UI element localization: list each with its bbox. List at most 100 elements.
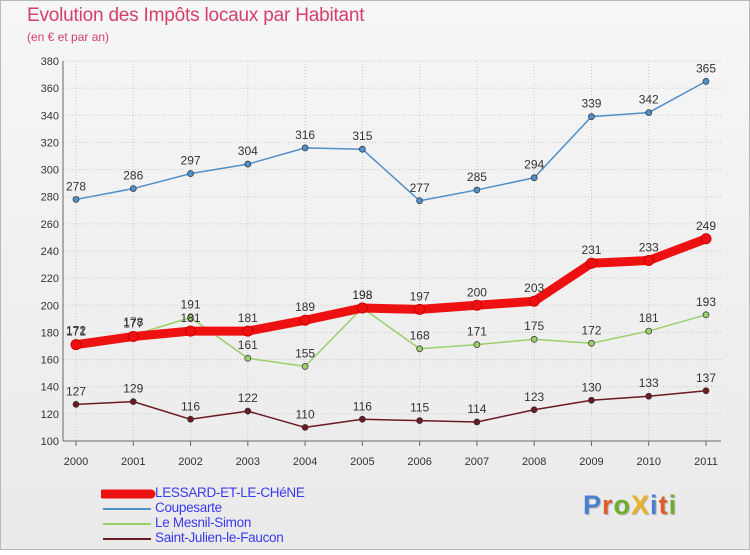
data-point-coupesarte: [244, 160, 252, 168]
data-point-le-mesnil-simon: [530, 335, 538, 343]
data-point-lessard-et-le-che-ne: [356, 302, 368, 314]
data-point-saint-julien-le-faucon: [530, 406, 538, 414]
x-tick-label: 2003: [236, 456, 260, 468]
data-point-le-mesnil-simon: [187, 314, 194, 321]
data-point-coupesarte: [301, 144, 309, 152]
data-label-lessard-et-le-che-ne: 203: [524, 281, 544, 295]
data-point-coupesarte: [129, 185, 137, 192]
y-tick-label: 380: [41, 56, 59, 68]
data-label-lessard-et-le-che-ne: 177: [123, 317, 143, 331]
data-point-lessard-et-le-che-ne: [471, 299, 483, 311]
data-point-coupesarte: [530, 174, 538, 182]
data-point-coupesarte: [359, 145, 366, 153]
data-label-coupesarte: 277: [410, 181, 430, 195]
data-label-lessard-et-le-che-ne: 200: [467, 285, 487, 299]
data-label-saint-julien-le-faucon: 130: [581, 380, 601, 394]
data-label-saint-julien-le-faucon: 122: [238, 391, 258, 405]
data-point-lessard-et-le-che-ne: [585, 257, 597, 269]
series-line-lessard-et-le-che-ne: [71, 234, 711, 350]
data-label-le-mesnil-simon: 191: [181, 298, 201, 312]
data-point-lessard-et-le-che-ne: [127, 331, 139, 342]
data-point-saint-julien-le-faucon: [129, 398, 137, 405]
chart-subtitle: (en € et par an): [27, 30, 110, 44]
data-label-le-mesnil-simon: 193: [696, 295, 716, 309]
data-label-le-mesnil-simon: 198: [352, 288, 372, 302]
x-tick-label: 2006: [407, 456, 431, 468]
data-point-coupesarte: [72, 196, 80, 203]
data-label-saint-julien-le-faucon: 129: [123, 382, 143, 396]
data-label-lessard-et-le-che-ne: 189: [295, 300, 315, 314]
data-label-le-mesnil-simon: 168: [410, 329, 430, 343]
data-label-le-mesnil-simon: 172: [66, 323, 86, 337]
data-point-lessard-et-le-che-ne: [414, 303, 426, 315]
data-label-lessard-et-le-che-ne: 198: [352, 288, 372, 302]
x-tick-label: 2005: [350, 456, 374, 468]
y-tick-label: 240: [41, 246, 59, 258]
x-tick-label: 2002: [178, 456, 202, 468]
data-label-saint-julien-le-faucon: 114: [467, 402, 486, 416]
data-point-lessard-et-le-che-ne: [528, 295, 540, 307]
y-tick-label: 300: [41, 165, 59, 177]
x-tick-label: 2004: [293, 456, 317, 468]
data-label-lessard-et-le-che-ne: 181: [181, 311, 201, 325]
data-label-lessard-et-le-che-ne: 171: [66, 325, 86, 339]
data-label-coupesarte: 342: [639, 93, 659, 107]
data-label-coupesarte: 294: [524, 158, 544, 172]
data-label-le-mesnil-simon: 155: [295, 346, 315, 360]
data-label-saint-julien-le-faucon: 110: [296, 407, 315, 421]
data-label-lessard-et-le-che-ne: 197: [410, 289, 430, 303]
y-tick-label: 200: [41, 300, 59, 312]
data-point-coupesarte: [588, 113, 595, 120]
data-point-lessard-et-le-che-ne: [242, 325, 254, 337]
data-label-coupesarte: 285: [467, 170, 487, 184]
data-point-le-mesnil-simon: [473, 341, 481, 348]
x-tick-label: 2008: [522, 456, 546, 468]
legend-label-lessard: LESSARD-ET-LE-CHéNE: [155, 485, 305, 500]
data-label-coupesarte: 286: [123, 169, 143, 183]
legend-label-coupesarte: Coupesarte: [155, 500, 222, 515]
y-tick-label: 140: [41, 382, 59, 394]
x-tick-label: 2000: [64, 456, 88, 468]
data-label-le-mesnil-simon: 161: [238, 338, 258, 352]
data-label-lessard-et-le-che-ne: 231: [581, 243, 601, 257]
data-point-lessard-et-le-che-ne: [643, 255, 655, 266]
x-tick-label: 2011: [694, 456, 718, 468]
data-label-saint-julien-le-faucon: 137: [696, 371, 716, 385]
data-label-coupesarte: 297: [181, 154, 201, 168]
data-label-le-mesnil-simon: 171: [467, 325, 487, 339]
y-tick-label: 260: [41, 219, 59, 231]
series-line-le-mesnil-simon: [75, 307, 707, 368]
data-label-coupesarte: 278: [66, 179, 86, 193]
chart-title: Evolution des Impôts locaux par Habitant: [27, 5, 365, 26]
data-point-lessard-et-le-che-ne: [299, 314, 311, 326]
data-label-le-mesnil-simon: 181: [639, 311, 659, 325]
data-point-le-mesnil-simon: [301, 363, 309, 370]
data-point-saint-julien-le-faucon: [244, 407, 252, 415]
data-point-coupesarte: [187, 170, 194, 177]
data-label-lessard-et-le-che-ne: 249: [696, 219, 716, 233]
data-label-le-mesnil-simon: 178: [123, 315, 143, 329]
data-point-saint-julien-le-faucon: [187, 415, 194, 423]
y-tick-label: 360: [41, 83, 59, 95]
data-label-saint-julien-le-faucon: 127: [66, 384, 86, 398]
data-point-coupesarte: [473, 186, 481, 194]
data-label-coupesarte: 315: [352, 129, 372, 143]
data-label-saint-julien-le-faucon: 133: [639, 376, 659, 390]
y-tick-label: 340: [41, 110, 59, 122]
data-label-lessard-et-le-che-ne: 181: [238, 311, 258, 325]
data-label-coupesarte: 304: [238, 144, 258, 158]
data-point-saint-julien-le-faucon: [359, 415, 366, 423]
data-point-le-mesnil-simon: [702, 311, 710, 319]
data-point-le-mesnil-simon: [588, 339, 595, 347]
data-point-le-mesnil-simon: [645, 327, 653, 335]
y-tick-label: 220: [41, 273, 59, 285]
data-point-saint-julien-le-faucon: [72, 401, 80, 408]
data-point-saint-julien-le-faucon: [702, 387, 710, 395]
x-tick-label: 2007: [465, 456, 489, 468]
x-tick-label: 2009: [579, 456, 603, 468]
data-point-le-mesnil-simon: [416, 345, 423, 353]
y-tick-label: 100: [41, 436, 59, 448]
x-tick-label: 2010: [636, 456, 660, 468]
